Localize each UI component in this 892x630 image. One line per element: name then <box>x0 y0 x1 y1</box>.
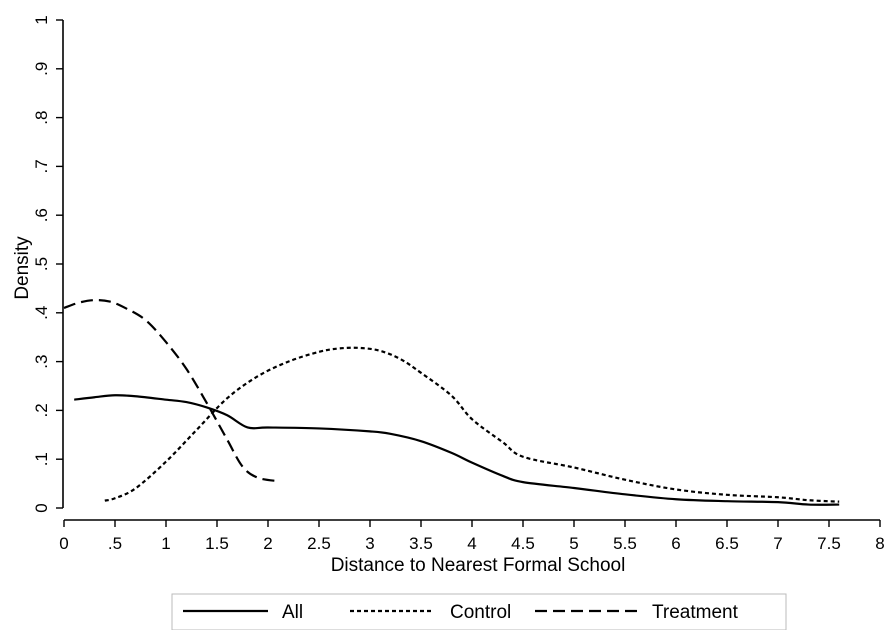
x-tick-label: 7.5 <box>817 534 841 553</box>
x-tick-label: 7 <box>773 534 782 553</box>
legend-box <box>171 593 787 630</box>
y-axis-title: Density <box>12 236 33 300</box>
x-tick-label: 4.5 <box>511 534 535 553</box>
x-tick-label: 5.5 <box>613 534 637 553</box>
y-tick-label: .4 <box>32 306 51 320</box>
x-tick-label: 2 <box>263 534 272 553</box>
x-tick-label: 6 <box>671 534 680 553</box>
y-tick-label: .7 <box>32 159 51 173</box>
y-tick-label: .9 <box>32 62 51 76</box>
y-tick-label: .2 <box>32 403 51 417</box>
y-tick-label: 1 <box>32 15 51 24</box>
y-tick-label: .3 <box>32 355 51 369</box>
x-tick-label: 6.5 <box>715 534 739 553</box>
x-tick-label: 1 <box>161 534 170 553</box>
series-line-treatment <box>63 298 279 483</box>
y-tick-label: .6 <box>32 208 51 222</box>
legend-label-control: Control <box>450 602 511 623</box>
series-line-all <box>74 394 840 506</box>
x-tick-label: 8 <box>875 534 884 553</box>
y-tick-label: .5 <box>32 257 51 271</box>
legend: All Control Treatment <box>171 593 787 630</box>
x-tick-label: 2.5 <box>307 534 331 553</box>
y-tick-label: .8 <box>32 111 51 125</box>
x-tick-label: .5 <box>108 534 122 553</box>
legend-label-treatment: Treatment <box>652 602 739 623</box>
x-axis-title: Distance to Nearest Formal School <box>331 555 626 576</box>
y-tick-label: .1 <box>32 452 51 466</box>
legend-label-all: All <box>282 602 303 623</box>
x-tick-label: 3.5 <box>409 534 433 553</box>
x-tick-label: 1.5 <box>205 534 229 553</box>
x-tick-label: 4 <box>467 534 476 553</box>
series-layer <box>63 298 840 506</box>
series-line-control <box>104 346 840 503</box>
axes: 0 .1 .2 .3 .4 .5 .6 .7 .8 .9 1 0 .5 1 1.5 2 2.5 3 3.5 4 4.5 5… <box>32 15 885 553</box>
y-tick-label: 0 <box>32 503 51 512</box>
x-tick-label: 0 <box>59 534 68 553</box>
x-tick-label: 5 <box>569 534 578 553</box>
x-tick-label: 3 <box>365 534 374 553</box>
